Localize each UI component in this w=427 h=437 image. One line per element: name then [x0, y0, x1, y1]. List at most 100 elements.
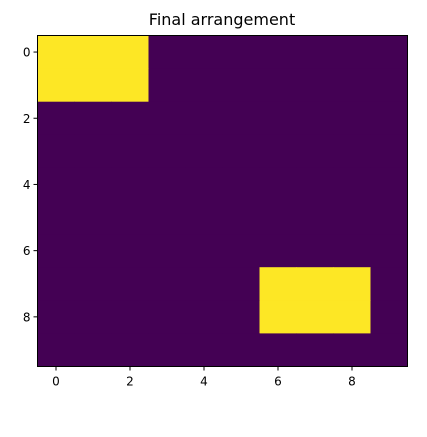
heatmap-cell-r2-c0 [37, 101, 75, 136]
heatmap-cell-r0-c7 [296, 35, 334, 70]
heatmap-cell-r4-c8 [333, 167, 371, 202]
heatmap-cell-r1-c4 [185, 68, 223, 103]
heatmap-cell-r4-c4 [185, 167, 223, 202]
x-tick-label-0: 0 [52, 375, 60, 389]
heatmap-cell-r3-c3 [148, 134, 186, 169]
heatmap-cell-r3-c1 [74, 134, 112, 169]
heatmap-cell-r8-c8 [333, 300, 371, 334]
heatmap-cell-r5-c6 [259, 201, 297, 235]
heatmap-cell-r6-c8 [333, 234, 371, 268]
heatmap-cell-r4-c0 [37, 167, 75, 202]
heatmap-cell-r4-c3 [148, 167, 186, 202]
heatmap-cell-r9-c9 [370, 333, 408, 367]
heatmap-cell-r9-c8 [333, 333, 371, 367]
heatmap-cell-r3-c8 [333, 134, 371, 169]
y-tick-label-2: 2 [23, 112, 31, 126]
y-tick-label-4: 4 [23, 178, 31, 192]
axis-ticks: 0 2 4 6 8 0 2 4 6 8 [23, 46, 356, 389]
heatmap-cell-r6-c1 [74, 234, 112, 268]
heatmap-cell-r2-c4 [185, 101, 223, 136]
heatmap-cell-r4-c7 [296, 167, 334, 202]
heatmap-cell-r5-c2 [111, 201, 149, 235]
heatmap-cell-r0-c4 [185, 35, 223, 70]
heatmap-cell-r6-c7 [296, 234, 334, 268]
heatmap-cell-r4-c9 [370, 167, 408, 202]
heatmap-cell-r0-c1 [74, 35, 112, 70]
heatmap-cell-r9-c2 [111, 333, 149, 367]
heatmap-cell-r1-c5 [222, 68, 260, 103]
heatmap-cell-r0-c5 [222, 35, 260, 70]
heatmap-cell-r3-c9 [370, 134, 408, 169]
heatmap-cell-r8-c5 [222, 300, 260, 334]
heatmap-cell-r0-c3 [148, 35, 186, 70]
x-tick-label-8: 8 [348, 375, 356, 389]
heatmap-cell-r1-c6 [259, 68, 297, 103]
heatmap-cell-r8-c3 [148, 300, 186, 334]
heatmap-cell-r5-c5 [222, 201, 260, 235]
heatmap-cell-r5-c7 [296, 201, 334, 235]
heatmap-cell-r1-c7 [296, 68, 334, 103]
heatmap-cell-r9-c1 [74, 333, 112, 367]
heatmap-cell-r2-c7 [296, 101, 334, 136]
heatmap-cell-r6-c9 [370, 234, 408, 268]
heatmap-cell-r4-c1 [74, 167, 112, 202]
heatmap-cell-r7-c5 [222, 267, 260, 301]
heatmap-cell-r2-c1 [74, 101, 112, 136]
heatmap-cell-r6-c5 [222, 234, 260, 268]
heatmap-cell-r9-c4 [185, 333, 223, 367]
heatmap-cell-r8-c2 [111, 300, 149, 334]
heatmap-cell-r3-c6 [259, 134, 297, 169]
y-tick-label-6: 6 [23, 244, 31, 258]
heatmap-cell-r8-c9 [370, 300, 408, 334]
heatmap-cell-r2-c3 [148, 101, 186, 136]
heatmap-cell-r1-c1 [74, 68, 112, 103]
heatmap-cell-r2-c6 [259, 101, 297, 136]
heatmap-cell-r6-c6 [259, 234, 297, 268]
heatmap-cell-r8-c6 [259, 300, 297, 334]
y-tick-label-0: 0 [23, 46, 31, 60]
heatmap-cell-r5-c1 [74, 201, 112, 235]
heatmap-cell-r0-c8 [333, 35, 371, 70]
heatmap-cell-r5-c4 [185, 201, 223, 235]
heatmap-cell-r1-c9 [370, 68, 408, 103]
heatmap-cell-r7-c4 [185, 267, 223, 301]
heatmap-cell-r7-c8 [333, 267, 371, 301]
heatmap-cell-r3-c7 [296, 134, 334, 169]
heatmap-cell-r5-c0 [37, 201, 75, 235]
heatmap-cell-r9-c5 [222, 333, 260, 367]
heatmap-cell-r1-c2 [111, 68, 149, 103]
heatmap-cell-r5-c9 [370, 201, 408, 235]
heatmap-cell-r5-c3 [148, 201, 186, 235]
heatmap-cell-r7-c6 [259, 267, 297, 301]
heatmap-cell-r7-c3 [148, 267, 186, 301]
heatmap-cell-r9-c6 [259, 333, 297, 367]
heatmap-cell-r9-c0 [37, 333, 75, 367]
heatmap-cell-r0-c2 [111, 35, 149, 70]
x-tick-label-2: 2 [126, 375, 134, 389]
heatmap-cell-r8-c1 [74, 300, 112, 334]
heatmap-cell-r1-c3 [148, 68, 186, 103]
heatmap-cell-r9-c3 [148, 333, 186, 367]
heatmap-cell-r6-c4 [185, 234, 223, 268]
heatmap-cell-r5-c8 [333, 201, 371, 235]
heatmap-cell-r0-c9 [370, 35, 408, 70]
heatmap-cell-r2-c2 [111, 101, 149, 136]
y-tick-label-8: 8 [23, 310, 31, 324]
heatmap-cell-r4-c2 [111, 167, 149, 202]
heatmap-cell-r6-c3 [148, 234, 186, 268]
heatmap-cell-r8-c7 [296, 300, 334, 334]
heatmap-cell-r9-c7 [296, 333, 334, 367]
chart-title: Final arrangement [149, 10, 295, 29]
heatmap-cell-r1-c8 [333, 68, 371, 103]
x-tick-label-4: 4 [200, 375, 208, 389]
heatmap-cell-r0-c6 [259, 35, 297, 70]
heatmap-cell-r4-c6 [259, 167, 297, 202]
heatmap-cell-r2-c8 [333, 101, 371, 136]
heatmap-cell-r8-c4 [185, 300, 223, 334]
heatmap-cell-r6-c0 [37, 234, 75, 268]
heatmap-cell-r2-c9 [370, 101, 408, 136]
heatmap-cell-r2-c5 [222, 101, 260, 136]
heatmap-cells [37, 35, 408, 367]
heatmap-cell-r8-c0 [37, 300, 75, 334]
